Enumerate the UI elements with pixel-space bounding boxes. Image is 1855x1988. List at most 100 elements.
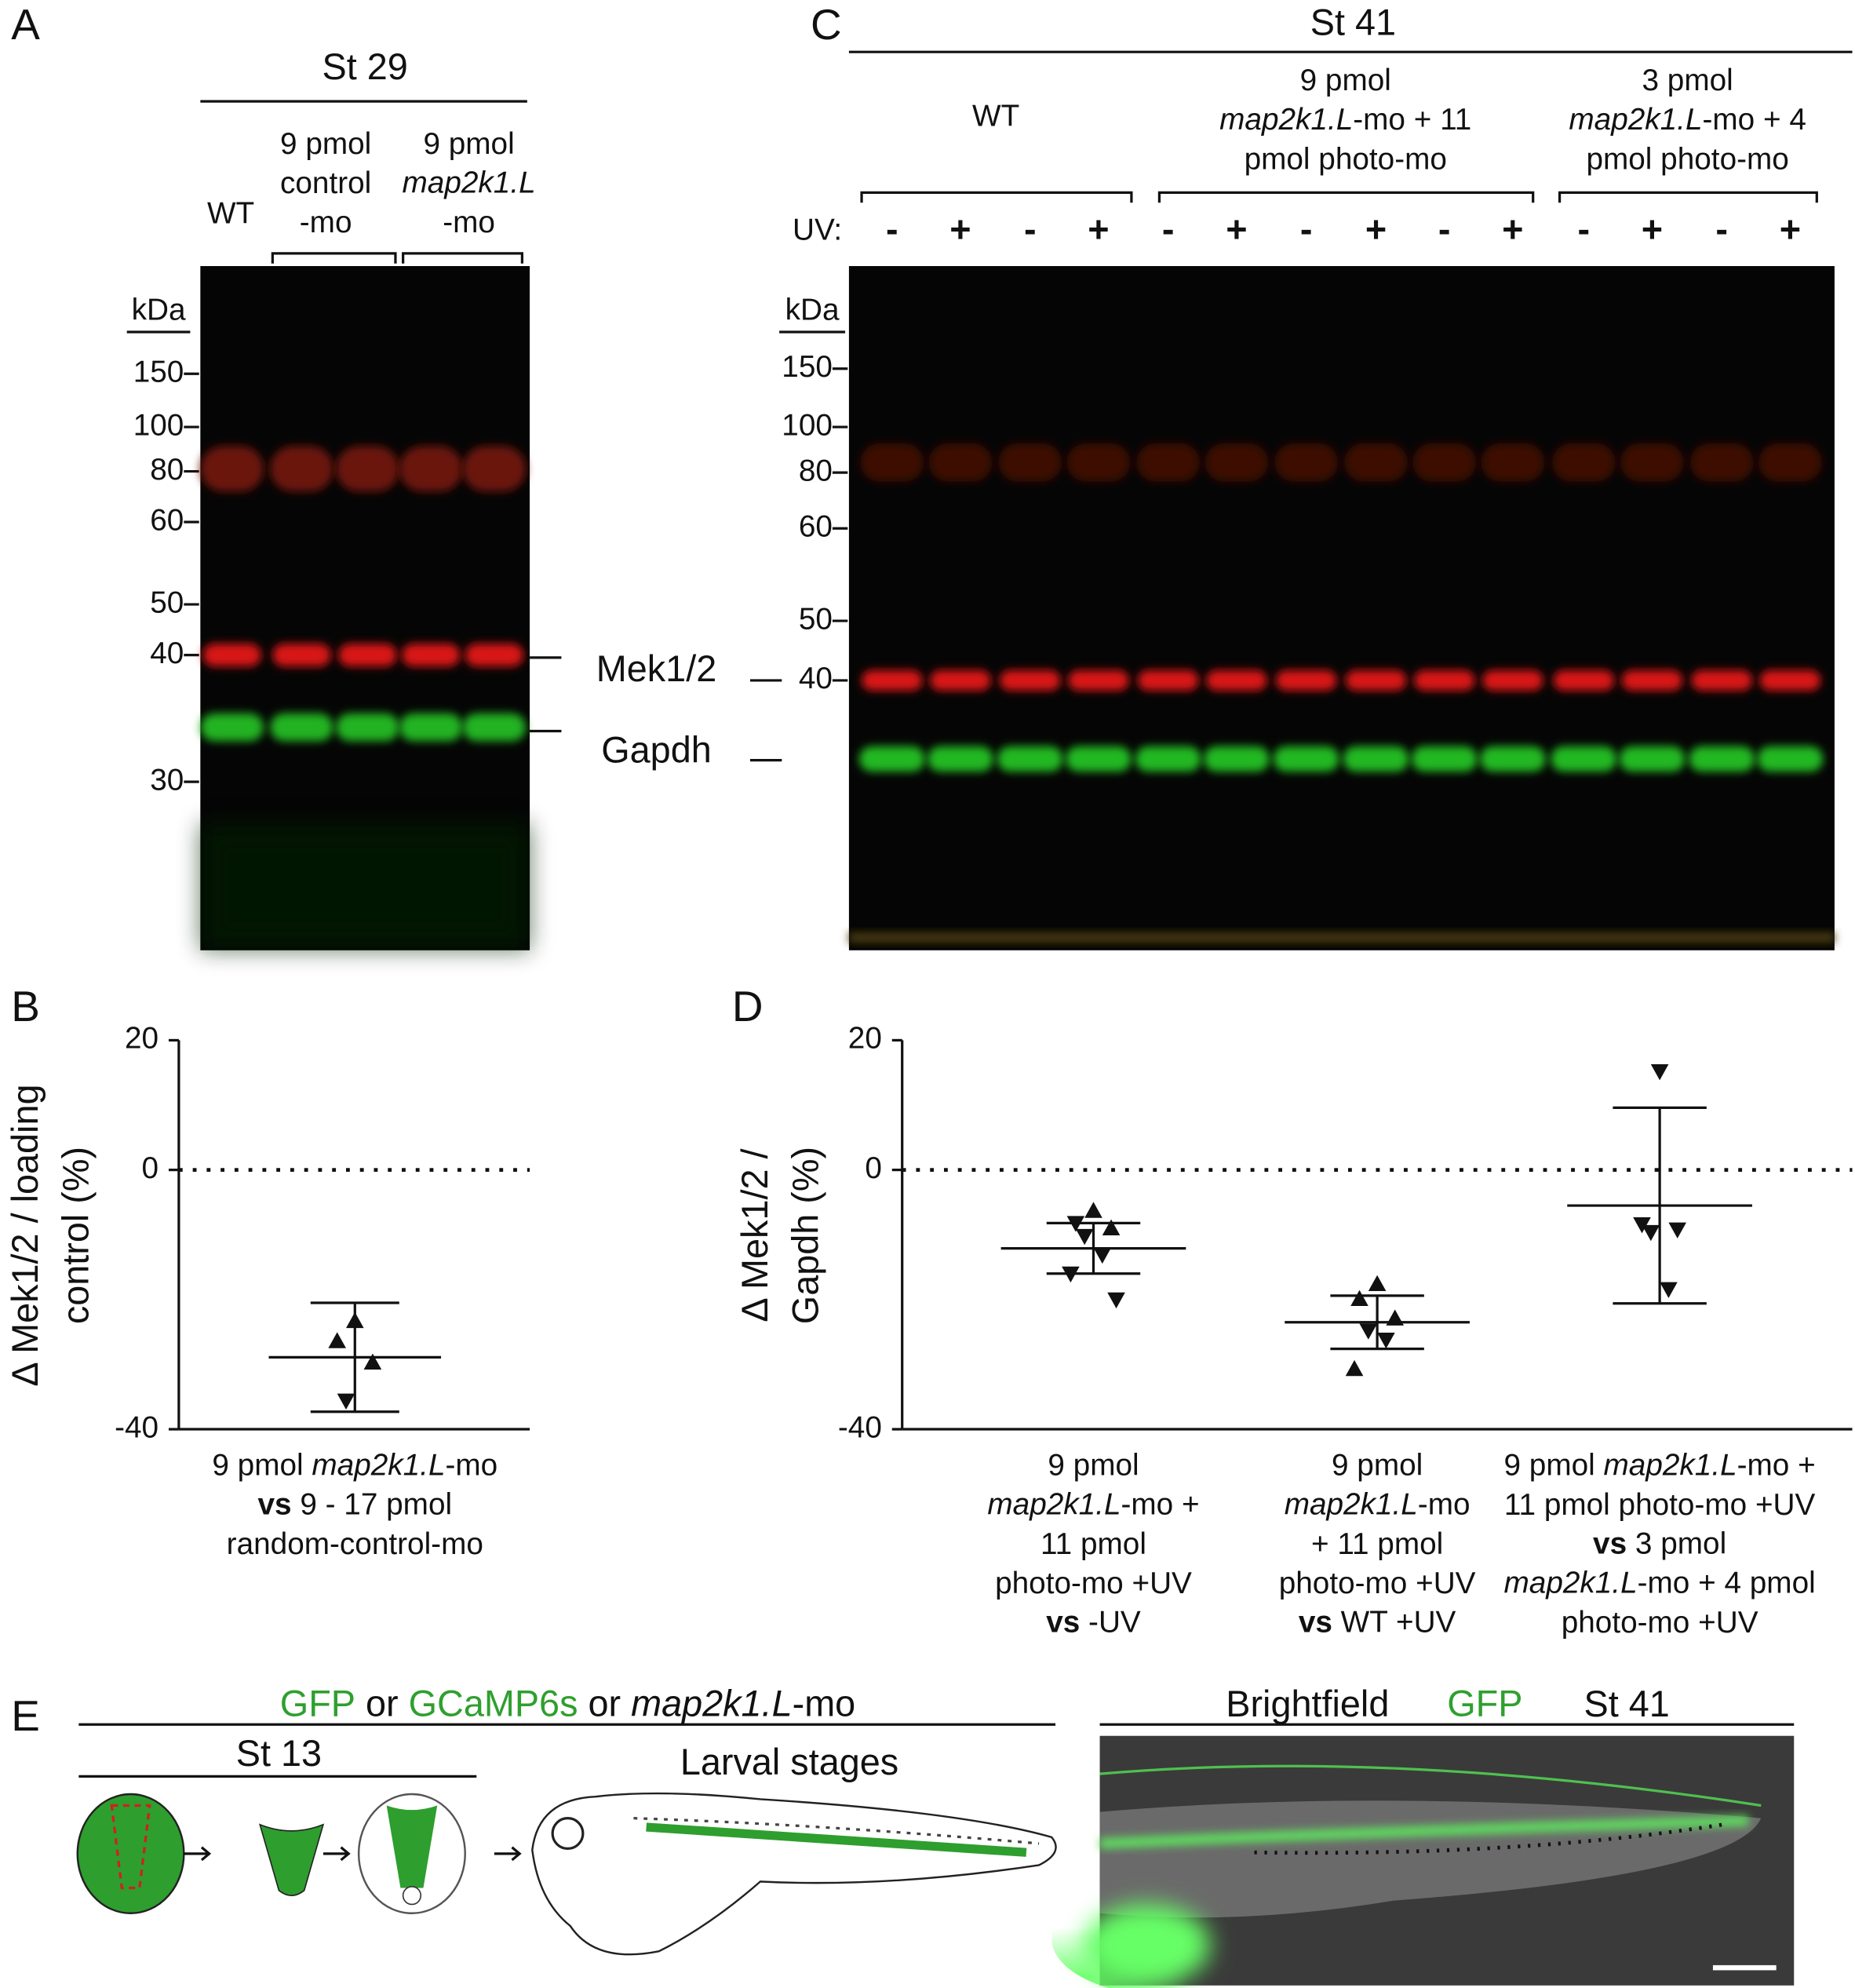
band-mek bbox=[1413, 670, 1475, 691]
data-point bbox=[328, 1332, 346, 1348]
smear bbox=[1481, 443, 1545, 482]
uv-sign: + bbox=[1226, 209, 1247, 250]
stage-label: Larval stages bbox=[680, 1742, 898, 1782]
x-category-label: photo-mo +UV bbox=[1279, 1567, 1476, 1600]
text-segment: map2k1.L bbox=[1219, 103, 1353, 137]
text-segment: map2k1.L bbox=[1285, 1488, 1418, 1522]
bracket bbox=[402, 252, 524, 264]
bracket bbox=[1157, 191, 1535, 203]
x-category-label: vs 3 pmol bbox=[1593, 1527, 1726, 1561]
band-gapdh bbox=[1065, 746, 1132, 772]
marker-label: 100 bbox=[782, 408, 833, 442]
band-mek bbox=[930, 670, 991, 691]
band-gapdh bbox=[1619, 746, 1686, 772]
data-point bbox=[1368, 1275, 1387, 1292]
uv-sign: + bbox=[1365, 209, 1387, 250]
y-axis-label: Δ Mek1/2 / bbox=[734, 1148, 775, 1322]
embryo-drawings bbox=[76, 1792, 1057, 1956]
x-category-label: 9 pmol bbox=[1332, 1449, 1423, 1483]
marker-label: 40 bbox=[799, 662, 833, 695]
band-gapdh bbox=[928, 746, 993, 772]
smear bbox=[336, 446, 399, 492]
data-point bbox=[1084, 1202, 1102, 1218]
data-point bbox=[363, 1353, 382, 1370]
uv-sign: + bbox=[1088, 209, 1109, 250]
error-bar bbox=[1046, 1221, 1141, 1275]
data-point bbox=[1660, 1282, 1678, 1298]
band-mek bbox=[465, 644, 524, 667]
data-point bbox=[1345, 1359, 1364, 1377]
data-point bbox=[1102, 1219, 1121, 1236]
band-mek bbox=[1482, 670, 1543, 691]
text-segment: -mo + 4 bbox=[1702, 103, 1806, 137]
marker-label: 80 bbox=[150, 453, 184, 487]
y-tick-label: -40 bbox=[838, 1410, 882, 1444]
uv-sign: + bbox=[1502, 209, 1523, 250]
panel-letter: E bbox=[11, 1691, 40, 1740]
smear bbox=[1274, 443, 1339, 482]
band-mek bbox=[1553, 670, 1615, 691]
lane-label: control bbox=[280, 166, 371, 200]
data-point bbox=[1359, 1323, 1378, 1340]
y-tick-label: 0 bbox=[865, 1151, 882, 1185]
text-segment: -mo + 4 pmol bbox=[1638, 1567, 1816, 1600]
text-segment: map2k1.L bbox=[631, 1683, 793, 1724]
x-category-label: 9 pmol map2k1.L-mo bbox=[212, 1449, 497, 1483]
image-label: St 41 bbox=[1584, 1683, 1670, 1724]
band-mek bbox=[1275, 670, 1337, 691]
image-label: GFP bbox=[1447, 1683, 1522, 1724]
text-segment: map2k1.L bbox=[987, 1488, 1121, 1522]
band-gapdh bbox=[1479, 746, 1546, 772]
data-point bbox=[1350, 1289, 1368, 1307]
y-axis-label: Δ Mek1/2 / loading bbox=[5, 1085, 46, 1387]
image-label: Brightfield bbox=[1226, 1683, 1389, 1724]
text-segment: 3 pmol bbox=[1627, 1527, 1726, 1561]
x-category-label: random-control-mo bbox=[227, 1527, 483, 1561]
band-label: Mek1/2 bbox=[596, 648, 716, 689]
data-point bbox=[1377, 1333, 1395, 1349]
smear bbox=[1620, 443, 1684, 482]
band-gapdh bbox=[399, 713, 463, 742]
bracket bbox=[860, 191, 1133, 203]
text-segment: map2k1.L bbox=[1504, 1567, 1638, 1600]
panel-letter: A bbox=[11, 0, 40, 49]
band-mek bbox=[1000, 670, 1061, 691]
band-gapdh bbox=[858, 746, 925, 772]
uv-sign: - bbox=[1715, 209, 1728, 250]
text-segment: 9 pmol bbox=[1504, 1449, 1604, 1483]
smear bbox=[1689, 443, 1754, 482]
bracket bbox=[1558, 191, 1818, 203]
y-tick-label: -40 bbox=[115, 1410, 159, 1444]
stage-label: St 13 bbox=[236, 1733, 322, 1774]
lane-label: 9 pmol bbox=[280, 127, 371, 161]
band-mek bbox=[1345, 670, 1407, 691]
x-category-label: 11 pmol bbox=[1040, 1527, 1146, 1561]
marker-label: 60 bbox=[799, 509, 833, 543]
y-axis-label: Gapdh (%) bbox=[785, 1147, 826, 1324]
smear bbox=[1758, 443, 1822, 482]
text-segment: vs bbox=[1299, 1606, 1332, 1640]
smear bbox=[998, 443, 1062, 482]
band-label: Gapdh bbox=[601, 729, 712, 770]
lane-label: -mo bbox=[443, 206, 495, 239]
band-mek bbox=[1068, 670, 1129, 691]
lane-label: 9 pmol bbox=[423, 127, 514, 161]
lane-label: map2k1.L bbox=[403, 166, 536, 200]
text-segment: GFP bbox=[1447, 1683, 1522, 1724]
fluorescence-image bbox=[1051, 1735, 1795, 1988]
panel-letter: D bbox=[732, 982, 764, 1030]
data-point bbox=[1642, 1224, 1660, 1242]
x-category-label: map2k1.L-mo + bbox=[987, 1488, 1199, 1522]
band-gapdh bbox=[1203, 746, 1270, 772]
text-segment: -mo bbox=[446, 1449, 498, 1483]
band-gapdh bbox=[270, 713, 333, 742]
band-mek bbox=[1759, 670, 1821, 691]
text-segment: vs bbox=[1046, 1606, 1080, 1640]
text-segment: or bbox=[355, 1683, 409, 1724]
data-point bbox=[1075, 1228, 1094, 1246]
uv-sign: + bbox=[949, 209, 971, 250]
marker-label: 150 bbox=[782, 350, 833, 384]
uv-sign: - bbox=[1162, 209, 1175, 250]
band-mek bbox=[272, 644, 331, 667]
marker-label: 100 bbox=[133, 408, 184, 442]
